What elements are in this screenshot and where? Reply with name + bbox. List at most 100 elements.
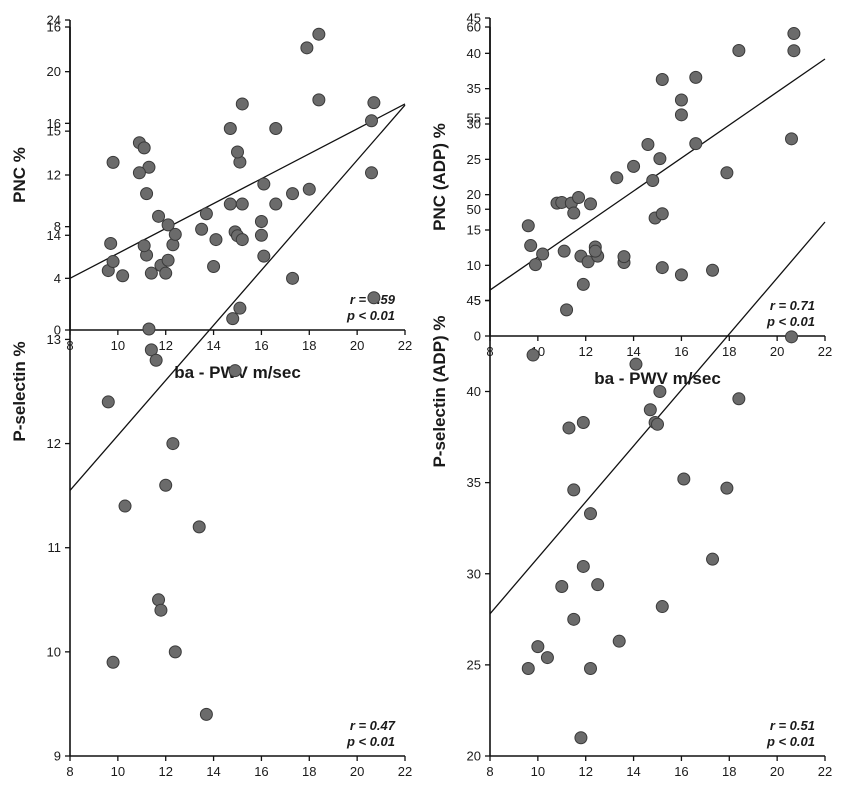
data-point <box>223 122 237 135</box>
stat-label: p < 0.01 <box>346 734 395 749</box>
y-tick-label: 30 <box>467 566 481 581</box>
data-point <box>365 166 378 180</box>
data-point <box>161 253 175 267</box>
x-tick-label: 16 <box>254 764 268 779</box>
x-tick-label: 18 <box>302 338 316 353</box>
data-point <box>209 233 223 247</box>
data-point <box>584 662 597 676</box>
y-tick-label: 20 <box>467 749 481 764</box>
y-tick-label: 14 <box>47 228 61 243</box>
data-point <box>536 247 550 261</box>
y-tick-label: 9 <box>54 749 61 764</box>
x-tick-label: 12 <box>158 764 172 779</box>
data-point <box>584 507 597 521</box>
y-tick-label: 24 <box>47 13 61 28</box>
x-tick-label: 14 <box>206 338 220 353</box>
data-point <box>655 207 669 221</box>
y-tick-label: 40 <box>467 46 481 61</box>
data-point <box>787 44 801 58</box>
data-point <box>144 343 158 357</box>
data-point <box>560 303 574 317</box>
data-point <box>195 222 209 236</box>
y-tick-label: 4 <box>54 271 61 286</box>
data-point <box>720 481 734 495</box>
x-tick-label: 20 <box>350 338 364 353</box>
data-point <box>132 166 146 180</box>
y-tick-label: 45 <box>467 11 481 26</box>
x-tick-label: 10 <box>111 338 125 353</box>
y-tick-label: 12 <box>47 168 61 183</box>
scatter-panel: 810121416182022910111213141516ba - PWV m… <box>10 20 412 780</box>
data-point <box>528 258 542 272</box>
data-point <box>192 520 206 534</box>
data-point <box>641 137 655 151</box>
x-tick-label: 20 <box>350 764 364 779</box>
data-point <box>567 612 581 626</box>
data-point <box>574 731 588 745</box>
data-point <box>367 96 381 110</box>
data-point <box>521 662 535 676</box>
data-point <box>199 207 213 221</box>
data-point <box>785 132 798 146</box>
data-point <box>118 499 132 513</box>
data-point <box>312 93 326 107</box>
data-point <box>233 301 247 315</box>
y-tick-label: 16 <box>47 116 61 131</box>
data-point <box>223 197 237 211</box>
data-point <box>576 559 590 573</box>
data-point <box>521 219 535 233</box>
data-point <box>226 312 240 326</box>
data-point <box>154 603 168 617</box>
data-point <box>557 244 571 258</box>
y-tick-label: 12 <box>47 436 61 451</box>
data-point <box>228 364 242 378</box>
y-tick-label: 35 <box>467 475 481 490</box>
data-point <box>140 187 154 201</box>
data-point <box>674 108 688 122</box>
data-point <box>732 44 746 58</box>
data-point <box>531 640 545 654</box>
data-point <box>785 330 798 344</box>
data-point <box>149 353 163 367</box>
data-point <box>689 70 703 84</box>
data-point <box>653 152 667 166</box>
data-point <box>235 197 249 211</box>
data-point <box>166 437 180 451</box>
y-tick-label: 10 <box>47 644 61 659</box>
y-axis-title: P-selectin % <box>10 341 29 441</box>
data-point <box>540 651 554 665</box>
x-tick-label: 14 <box>206 764 220 779</box>
x-tick-label: 20 <box>770 764 784 779</box>
y-tick-label: 20 <box>47 64 61 79</box>
x-tick-label: 12 <box>158 338 172 353</box>
y-tick-label: 13 <box>47 332 61 347</box>
data-point <box>526 348 540 362</box>
x-tick-label: 18 <box>722 764 736 779</box>
data-point <box>674 93 688 107</box>
regression-line <box>69 104 406 491</box>
data-point <box>629 357 643 371</box>
x-tick-label: 18 <box>302 764 316 779</box>
data-point <box>101 395 115 409</box>
data-point <box>269 122 283 135</box>
y-tick-label: 16 <box>47 20 61 35</box>
data-point <box>555 580 569 594</box>
x-tick-label: 22 <box>818 764 832 779</box>
data-point <box>655 72 669 86</box>
data-point <box>655 600 669 614</box>
data-point <box>207 260 221 274</box>
y-tick-label: 8 <box>54 219 61 234</box>
x-tick-label: 10 <box>111 764 125 779</box>
data-point <box>286 271 300 285</box>
data-point <box>152 209 166 223</box>
data-point <box>137 239 151 253</box>
data-point <box>168 645 182 659</box>
y-axis-title: PNC (ADP) % <box>430 123 449 231</box>
stat-label: r = 0.51 <box>770 718 815 733</box>
scatter-panel: 810121416182022202530354045505560ba - PW… <box>430 20 832 780</box>
y-axis-title: PNC % <box>10 147 29 203</box>
data-point <box>617 250 631 264</box>
y-tick-label: 30 <box>467 117 481 132</box>
data-point <box>591 578 605 592</box>
